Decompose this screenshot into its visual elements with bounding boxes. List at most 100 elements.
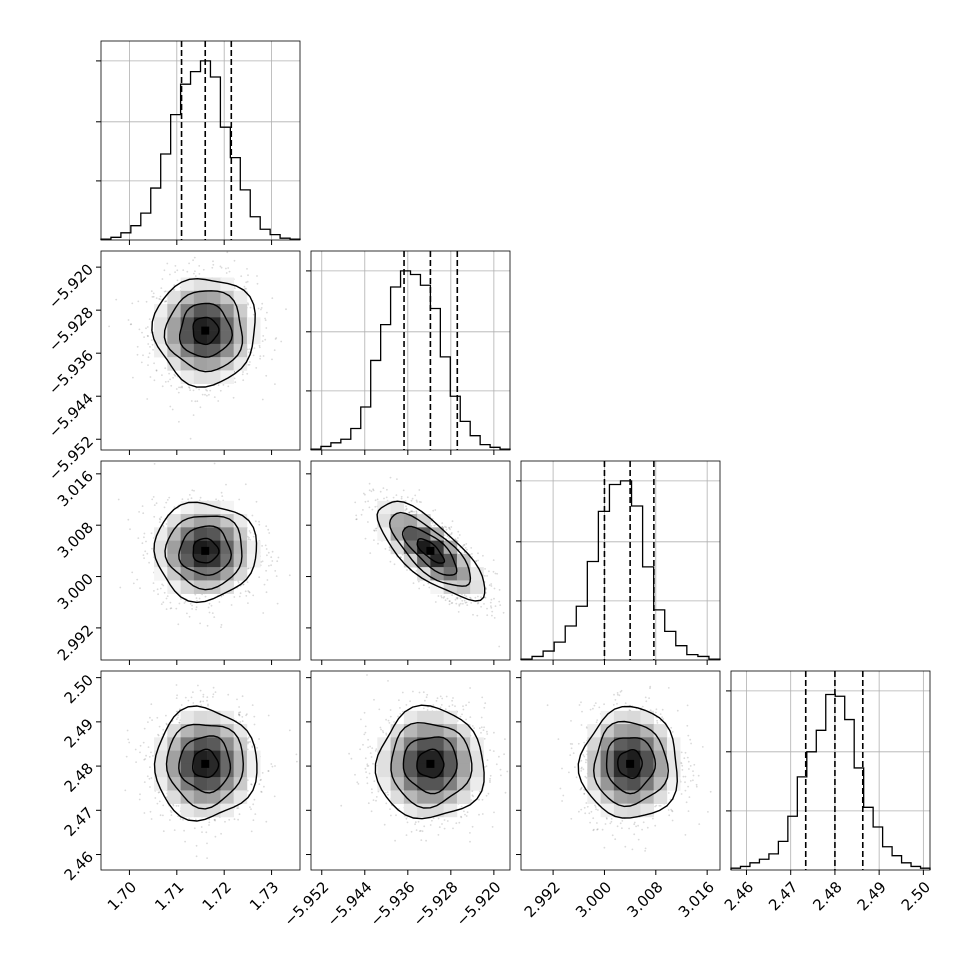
sample-point [247, 274, 249, 277]
sample-point [152, 348, 154, 351]
sample-point [249, 538, 252, 541]
sample-point [213, 462, 216, 465]
sample-point [456, 596, 459, 599]
sample-point [200, 704, 202, 707]
sample-point [130, 323, 133, 326]
sample-point [163, 300, 166, 303]
sample-point [271, 297, 274, 300]
sample-point [374, 505, 377, 508]
sample-point [179, 818, 182, 820]
sample-point [142, 554, 145, 556]
sample-point [166, 262, 169, 265]
sample-point [149, 346, 151, 348]
sample-point [152, 295, 155, 298]
sample-point [254, 813, 257, 815]
sample-point [136, 345, 139, 348]
sample-point [188, 386, 190, 389]
sample-point [212, 263, 215, 266]
density-cell [207, 304, 221, 318]
panel-frame [730, 670, 931, 871]
sample-point [218, 601, 221, 603]
sample-point [455, 602, 458, 605]
sample-point [373, 530, 376, 532]
sample-point [147, 364, 149, 366]
sample-point [159, 295, 162, 298]
sample-point [465, 595, 468, 598]
sample-point [177, 391, 180, 394]
sample-point [159, 587, 162, 590]
sample-point [270, 556, 273, 559]
sample-point [219, 389, 222, 392]
sample-point [277, 556, 280, 559]
sample-point [492, 570, 495, 573]
sample-point [162, 804, 165, 807]
sample-point [242, 583, 245, 586]
sample-point [457, 537, 459, 539]
sample-point [418, 501, 421, 503]
sample-point [152, 582, 155, 584]
sample-point [372, 488, 374, 491]
sample-point [141, 542, 144, 545]
sample-point [408, 511, 411, 514]
sample-point [230, 604, 233, 606]
sample-point [139, 587, 141, 590]
sample-point [263, 785, 265, 788]
sample-point [175, 388, 178, 390]
sample-point [259, 355, 262, 357]
sample-point [434, 601, 437, 603]
sample-point [249, 361, 251, 363]
sample-point [148, 756, 151, 758]
sample-point [147, 335, 149, 338]
sample-point [158, 521, 161, 523]
density-cell [207, 580, 221, 594]
sample-point [258, 523, 261, 526]
sample-point [180, 598, 182, 600]
sample-point [211, 612, 214, 614]
sample-point [166, 595, 169, 597]
sample-point [243, 285, 246, 288]
sample-point [268, 564, 270, 567]
sample-point [374, 527, 377, 530]
sample-point [248, 351, 250, 354]
sample-point [490, 583, 493, 585]
sample-point [494, 605, 497, 607]
sample-point [486, 607, 488, 610]
sample-point [208, 821, 211, 824]
sample-point [493, 597, 495, 600]
sample-point [437, 595, 440, 597]
sample-point [392, 496, 395, 499]
sample-point [228, 270, 231, 273]
sample-point [161, 583, 163, 586]
sample-point [194, 593, 197, 596]
sample-point [454, 538, 457, 541]
histogram-panel-3 [726, 670, 931, 875]
sample-point [261, 302, 264, 305]
sample-point [355, 518, 358, 521]
sample-point [411, 510, 413, 513]
sample-point [395, 494, 398, 496]
sample-point [148, 561, 150, 564]
sample-point [163, 591, 166, 594]
sample-point [234, 381, 237, 384]
sample-point [221, 495, 224, 497]
density-peak [201, 546, 210, 555]
sample-point [198, 265, 201, 267]
sample-point [115, 298, 118, 301]
sample-point [258, 520, 260, 523]
sample-point [129, 528, 131, 531]
sample-point [445, 528, 448, 531]
sample-point [483, 603, 485, 605]
sample-point [450, 533, 453, 535]
histogram-panel-0 [96, 40, 301, 245]
density-cell [180, 370, 195, 384]
sample-point [153, 379, 156, 382]
sample-point [149, 766, 151, 769]
sample-point [176, 269, 179, 272]
sample-point [271, 358, 273, 361]
sample-point [369, 552, 372, 554]
sample-point [246, 280, 249, 283]
sample-point [183, 602, 186, 604]
sample-point [471, 553, 473, 555]
sample-point [258, 344, 261, 347]
sample-point [477, 601, 480, 604]
